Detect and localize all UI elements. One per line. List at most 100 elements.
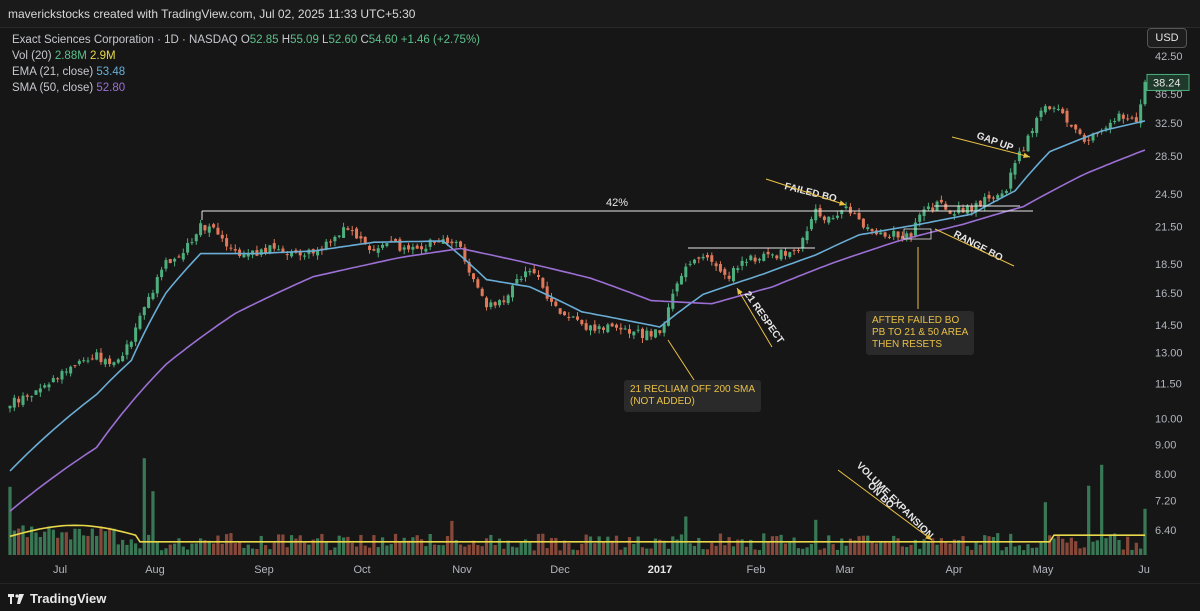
candle-body bbox=[151, 292, 155, 299]
candle-body bbox=[8, 405, 12, 409]
volume-bar bbox=[883, 541, 887, 555]
candle-body bbox=[827, 216, 831, 223]
candle-body bbox=[264, 247, 268, 254]
volume-bar bbox=[367, 547, 372, 555]
ohlc-row: Exact Sciences Corporation · 1D · NASDAQ… bbox=[12, 32, 480, 48]
candle-body bbox=[363, 236, 367, 245]
x-tick-label: Dec bbox=[550, 564, 570, 576]
x-tick-label: Sep bbox=[254, 564, 274, 576]
volume-bar bbox=[870, 541, 874, 555]
candle-body bbox=[454, 241, 458, 243]
candle-body bbox=[532, 268, 536, 274]
volume-bar bbox=[437, 544, 441, 555]
y-axis: 42.50 36.50 32.50 28.50 24.50 21.50 18.50 16.50… bbox=[1155, 51, 1183, 537]
volume-bar bbox=[905, 547, 909, 555]
candle-body bbox=[840, 210, 844, 215]
volume-bar bbox=[211, 543, 216, 555]
tradingview-logo[interactable]: TradingView bbox=[8, 591, 106, 606]
volume-bar bbox=[1126, 536, 1130, 555]
candle-body bbox=[90, 358, 94, 360]
volume-bar bbox=[987, 536, 991, 555]
gap-up-label: GAP UP bbox=[975, 130, 1015, 154]
volume-bar bbox=[506, 540, 510, 555]
volume-bar bbox=[489, 534, 493, 555]
respect-arrow-head bbox=[737, 288, 743, 295]
candle-body bbox=[948, 211, 952, 214]
volume-row[interactable]: Vol (20) 2.88M 2.9M bbox=[12, 48, 480, 64]
volume-bar bbox=[515, 547, 519, 555]
volume-bar bbox=[996, 533, 1000, 555]
volume-bar bbox=[649, 548, 653, 555]
candle-body bbox=[606, 324, 610, 333]
candle-body bbox=[376, 248, 380, 253]
volume-bar bbox=[848, 538, 853, 555]
footer-bar: TradingView bbox=[0, 583, 1200, 611]
candle-body bbox=[649, 331, 653, 337]
volume-bar bbox=[944, 541, 948, 555]
respect-label: 21 RESPECT bbox=[742, 289, 786, 345]
volume-bar bbox=[1113, 533, 1117, 555]
symbol-label[interactable]: Exact Sciences Corporation · 1D · NASDAQ bbox=[12, 34, 238, 46]
volume-bar bbox=[341, 537, 346, 555]
candle-body bbox=[142, 307, 146, 316]
ema-row[interactable]: EMA (21, close) 53.48 bbox=[12, 64, 480, 80]
candle-body bbox=[926, 206, 930, 209]
candle-body bbox=[1134, 117, 1138, 122]
candle-body bbox=[697, 257, 701, 259]
candle-body bbox=[987, 194, 991, 199]
candle-body bbox=[402, 247, 406, 250]
volume-bar bbox=[432, 544, 437, 555]
candle-body bbox=[731, 268, 735, 282]
volume-bar bbox=[73, 528, 77, 555]
volume-bar bbox=[853, 540, 857, 555]
volume-bar bbox=[458, 544, 463, 555]
volume-bar bbox=[415, 535, 419, 555]
volume-bar bbox=[952, 539, 957, 555]
candle-body bbox=[463, 247, 467, 262]
candle-body bbox=[303, 255, 307, 257]
volume-bar bbox=[545, 548, 549, 555]
volume-bar bbox=[571, 549, 575, 555]
candle-body bbox=[411, 246, 415, 250]
candle-body bbox=[922, 209, 926, 216]
volume-bar bbox=[328, 550, 333, 555]
credit-text: maverickstocks created with TradingView.… bbox=[8, 7, 416, 21]
candle-body bbox=[381, 244, 385, 248]
candle-body bbox=[1074, 124, 1078, 130]
candle-body bbox=[337, 235, 341, 237]
volume-bar bbox=[541, 533, 545, 555]
candle-body bbox=[56, 378, 60, 380]
y-tick-label: 32.50 bbox=[1155, 118, 1183, 130]
currency-button[interactable]: USD bbox=[1147, 28, 1187, 48]
volume-bar bbox=[17, 528, 21, 555]
open-value: 52.85 bbox=[249, 34, 279, 46]
candle-body bbox=[619, 327, 623, 330]
candle-body bbox=[1108, 122, 1112, 129]
volume-bar bbox=[978, 544, 982, 555]
volume-bar bbox=[814, 519, 818, 555]
chart-area[interactable]: 42.50 36.50 32.50 28.50 24.50 21.50 18.50 16.50… bbox=[0, 28, 1200, 583]
candle-body bbox=[645, 330, 649, 341]
gap-up-arrow-head bbox=[1023, 152, 1030, 159]
volume-bar bbox=[380, 537, 385, 555]
volume-bar bbox=[441, 545, 445, 555]
volume-average: 2.9M bbox=[90, 50, 116, 62]
candle-body bbox=[614, 324, 618, 328]
candle-body bbox=[186, 242, 190, 253]
volume-bar bbox=[688, 543, 692, 555]
volume-bar bbox=[476, 545, 480, 555]
candle-body bbox=[398, 239, 402, 251]
volume-bar bbox=[424, 546, 428, 555]
volume-bar bbox=[82, 535, 86, 555]
price-chart[interactable]: 42.50 36.50 32.50 28.50 24.50 21.50 18.50 16.50… bbox=[0, 28, 1200, 583]
candle-body bbox=[978, 200, 982, 207]
candle-body bbox=[965, 205, 969, 214]
candle-body bbox=[467, 262, 471, 273]
candle-body bbox=[368, 245, 372, 250]
range-bo-line bbox=[934, 228, 1015, 267]
volume-bar bbox=[671, 536, 675, 555]
volume-bar bbox=[1091, 541, 1095, 555]
volume-bar bbox=[315, 538, 320, 555]
sma-row[interactable]: SMA (50, close) 52.80 bbox=[12, 80, 480, 96]
candle-body bbox=[675, 283, 679, 292]
